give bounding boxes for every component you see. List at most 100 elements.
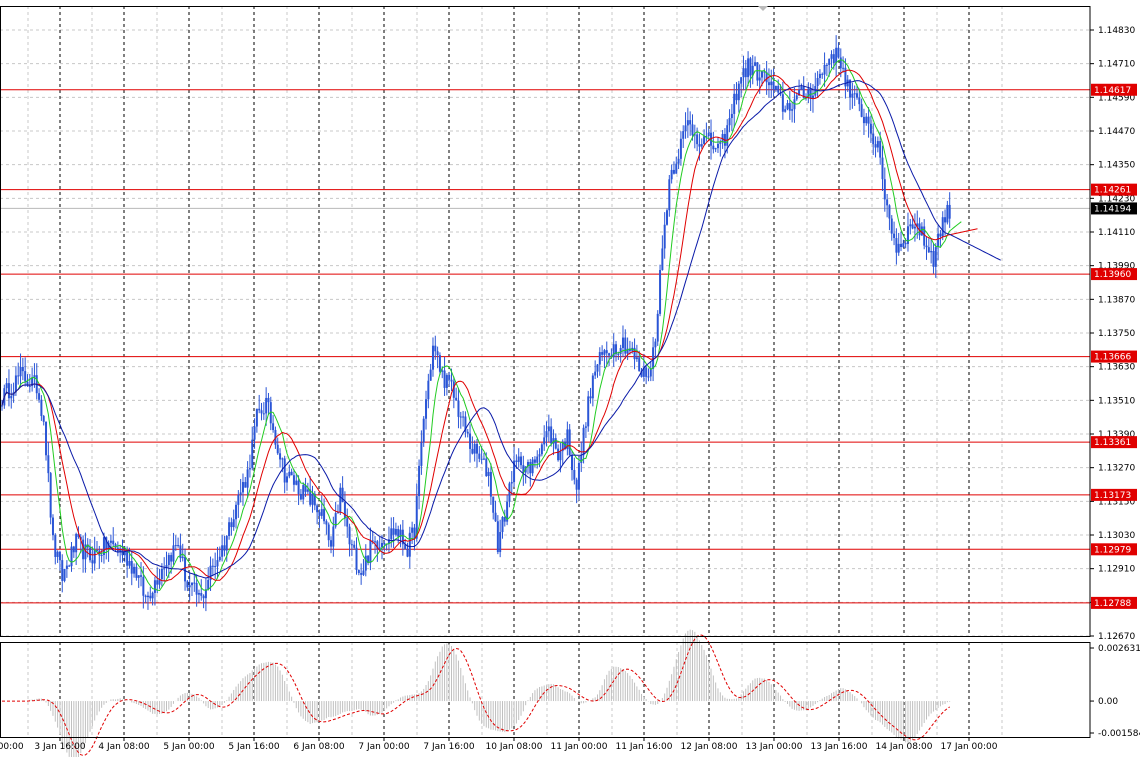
level-tag-label: 1.13361	[1094, 438, 1131, 448]
candle-body	[763, 71, 766, 73]
candle-body	[624, 337, 627, 354]
candle-body	[297, 480, 300, 494]
price-tick-label: 1.13510	[1098, 396, 1135, 406]
candle-body	[153, 580, 156, 593]
candle-body	[112, 540, 115, 545]
candle-body	[867, 116, 870, 124]
candle-body	[909, 224, 912, 227]
candle-body	[874, 144, 877, 148]
candle-body	[70, 546, 73, 567]
candle-body	[561, 441, 564, 452]
candle-body	[756, 62, 759, 81]
candle-body	[38, 393, 41, 400]
candle-body	[406, 549, 409, 557]
candle-body	[362, 570, 365, 575]
candle-body	[376, 541, 379, 550]
candle-body	[781, 94, 784, 112]
candle-body	[844, 67, 847, 87]
candle-body	[656, 313, 659, 342]
candle-body	[670, 169, 673, 180]
candle-body	[918, 223, 921, 236]
candle-body	[476, 443, 478, 454]
candle-body	[540, 444, 543, 455]
candle-body	[204, 589, 207, 599]
candle-body	[411, 527, 414, 533]
candle-body	[568, 429, 571, 456]
candle-body	[654, 341, 657, 348]
candle-body	[211, 565, 214, 567]
candle-body	[842, 67, 845, 69]
candle-body	[251, 439, 254, 469]
candle-body	[811, 95, 814, 99]
candle-body	[445, 375, 448, 388]
candle-body	[557, 448, 560, 461]
candle-body	[640, 371, 643, 377]
candle-body	[633, 347, 636, 360]
candle-body	[418, 465, 421, 497]
candle-body	[795, 95, 798, 100]
candle-body	[316, 505, 319, 513]
candle-body	[290, 471, 293, 476]
oscillator-panel-frame	[0, 642, 1091, 738]
time-label: 7 Jan 00:00	[358, 742, 410, 752]
price-tick-label: 1.12670	[1098, 632, 1135, 642]
candle-body	[24, 371, 27, 382]
moving-averages	[1, 59, 1001, 592]
candle-body	[21, 366, 24, 372]
candle-body	[42, 416, 45, 422]
candle-body	[241, 482, 244, 493]
price-tick-label: 1.13030	[1098, 531, 1135, 541]
candle-body	[888, 205, 891, 219]
candle-body	[515, 460, 518, 462]
candle-body	[181, 556, 184, 559]
candle-body	[232, 519, 235, 528]
candle-body	[858, 97, 861, 105]
time-label: 14 Jan 08:00	[876, 742, 933, 752]
candle-body	[253, 426, 256, 440]
candle-body	[538, 454, 541, 457]
candle-body	[313, 493, 316, 506]
candle-body	[130, 561, 133, 574]
candle-body	[659, 270, 662, 314]
candle-body	[916, 223, 919, 227]
level-tag-label: 1.13173	[1094, 491, 1131, 501]
candle-body	[719, 142, 722, 144]
candle-body	[45, 421, 48, 456]
candle-body	[545, 431, 548, 438]
candle-body	[849, 79, 852, 98]
candle-body	[360, 572, 363, 575]
candle-body	[102, 537, 105, 556]
candle-body	[798, 89, 801, 96]
candle-body	[56, 551, 59, 557]
candle-body	[774, 85, 777, 90]
candle-body	[772, 81, 775, 90]
candle-body	[218, 556, 221, 561]
candle-body	[49, 473, 52, 518]
candle-body	[501, 517, 504, 533]
candle-body	[686, 120, 689, 126]
time-label: 5 Jan 16:00	[228, 742, 280, 752]
candle-body	[279, 453, 282, 460]
level-tag	[1091, 183, 1137, 196]
candle-body	[698, 144, 701, 147]
candle-body	[853, 93, 856, 95]
osc-tick-label: -0.001584	[1098, 729, 1140, 739]
candle-body	[144, 595, 147, 598]
candle-body	[552, 438, 555, 444]
candle-body	[151, 592, 154, 599]
time-label: 7 Jan 16:00	[423, 742, 475, 752]
candle-body	[691, 124, 694, 136]
candle-body	[661, 248, 664, 271]
candle-body	[123, 550, 126, 556]
candle-body	[47, 455, 50, 474]
candle-body	[895, 238, 898, 253]
candle-body	[902, 243, 905, 248]
candle-body	[883, 179, 886, 200]
price-tick-label: 1.12910	[1098, 565, 1135, 575]
candle-body	[823, 64, 826, 75]
candle-body	[128, 561, 131, 566]
horizontal-levels	[0, 89, 1090, 604]
candle-body	[54, 535, 57, 557]
candle-body	[573, 470, 576, 480]
